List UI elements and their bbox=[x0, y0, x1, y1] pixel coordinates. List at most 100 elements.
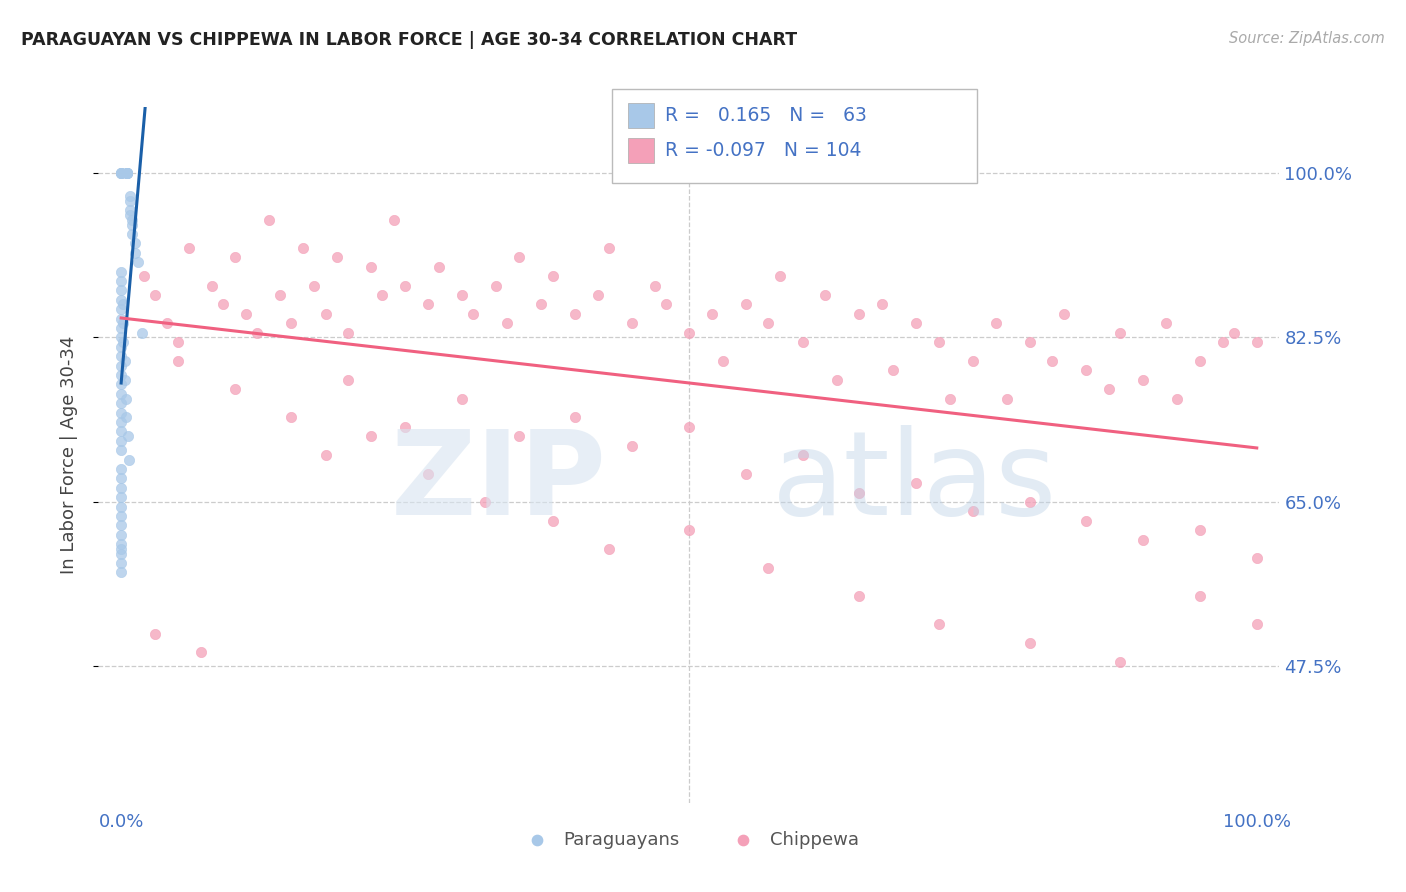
Point bbox=[167, 335, 190, 350]
Point bbox=[882, 363, 904, 377]
Text: R =   0.165   N =   63: R = 0.165 N = 63 bbox=[665, 105, 868, 125]
Point bbox=[792, 335, 814, 350]
Point bbox=[848, 485, 870, 500]
Point bbox=[1018, 495, 1040, 509]
Point bbox=[1132, 373, 1154, 387]
Point bbox=[110, 311, 132, 326]
Point bbox=[114, 354, 136, 368]
Point bbox=[110, 481, 132, 495]
Point bbox=[124, 236, 146, 251]
Point bbox=[678, 419, 700, 434]
Point bbox=[1188, 589, 1211, 603]
Point bbox=[120, 203, 142, 218]
Point bbox=[302, 278, 325, 293]
Point bbox=[1076, 363, 1098, 377]
Point bbox=[112, 335, 135, 350]
Point bbox=[120, 194, 142, 208]
Point bbox=[224, 251, 246, 265]
Point bbox=[360, 260, 382, 274]
Point bbox=[1040, 354, 1063, 368]
Point bbox=[110, 490, 132, 504]
Point bbox=[110, 566, 132, 580]
Point bbox=[598, 241, 620, 255]
Point bbox=[463, 307, 485, 321]
Point bbox=[1188, 354, 1211, 368]
Point bbox=[1109, 655, 1132, 669]
Point bbox=[644, 278, 666, 293]
Point bbox=[110, 386, 132, 401]
Text: Source: ZipAtlas.com: Source: ZipAtlas.com bbox=[1229, 31, 1385, 46]
Point bbox=[1132, 533, 1154, 547]
Point bbox=[143, 288, 166, 302]
Point bbox=[564, 410, 586, 425]
Point bbox=[678, 523, 700, 537]
Point bbox=[394, 419, 416, 434]
Point bbox=[427, 260, 450, 274]
Point bbox=[1246, 551, 1268, 566]
Point bbox=[870, 297, 893, 311]
Point bbox=[530, 297, 553, 311]
Point bbox=[115, 166, 138, 180]
Point bbox=[110, 518, 132, 533]
Point bbox=[257, 212, 280, 227]
Point bbox=[110, 541, 132, 556]
Point bbox=[114, 392, 136, 406]
Point bbox=[734, 297, 756, 311]
Point bbox=[1246, 617, 1268, 632]
Point bbox=[114, 410, 136, 425]
Point bbox=[1076, 514, 1098, 528]
Point bbox=[1166, 392, 1188, 406]
Point bbox=[416, 297, 439, 311]
Point bbox=[110, 434, 132, 448]
Point bbox=[110, 528, 132, 542]
Point bbox=[814, 288, 837, 302]
Point bbox=[326, 251, 349, 265]
Point bbox=[110, 166, 132, 180]
Point bbox=[110, 302, 132, 317]
Point bbox=[586, 288, 609, 302]
Point bbox=[190, 645, 212, 659]
Point bbox=[825, 373, 848, 387]
Point bbox=[450, 288, 472, 302]
Point bbox=[758, 560, 780, 574]
Point bbox=[1246, 335, 1268, 350]
Point bbox=[984, 316, 1007, 330]
Point bbox=[212, 297, 235, 311]
Point bbox=[394, 278, 416, 293]
Point bbox=[110, 415, 132, 429]
Text: ZIP: ZIP bbox=[391, 425, 606, 541]
Point bbox=[115, 166, 138, 180]
Point bbox=[143, 626, 166, 640]
Point bbox=[1212, 335, 1234, 350]
Point bbox=[1098, 382, 1121, 396]
Point bbox=[110, 274, 132, 288]
Text: R = -0.097   N = 104: R = -0.097 N = 104 bbox=[665, 141, 862, 161]
Point bbox=[115, 166, 138, 180]
Point bbox=[315, 307, 337, 321]
Text: atlas: atlas bbox=[772, 425, 1057, 541]
Point bbox=[155, 316, 177, 330]
Point bbox=[450, 392, 472, 406]
Point bbox=[621, 316, 644, 330]
Point bbox=[928, 335, 950, 350]
Point bbox=[734, 467, 756, 481]
Point bbox=[121, 218, 143, 232]
Point bbox=[201, 278, 224, 293]
Point bbox=[110, 368, 132, 382]
Point bbox=[110, 321, 132, 335]
Point bbox=[115, 166, 138, 180]
Point bbox=[962, 354, 984, 368]
Point bbox=[280, 316, 302, 330]
Point bbox=[337, 326, 360, 340]
Point bbox=[508, 429, 530, 443]
Point bbox=[110, 377, 132, 392]
Point bbox=[291, 241, 314, 255]
Point bbox=[110, 537, 132, 551]
Legend: Paraguayans, Chippewa: Paraguayans, Chippewa bbox=[512, 824, 866, 856]
Point bbox=[121, 227, 143, 241]
Point bbox=[110, 509, 132, 524]
Point bbox=[928, 617, 950, 632]
Point bbox=[360, 429, 382, 443]
Point bbox=[905, 476, 928, 491]
Point bbox=[114, 373, 136, 387]
